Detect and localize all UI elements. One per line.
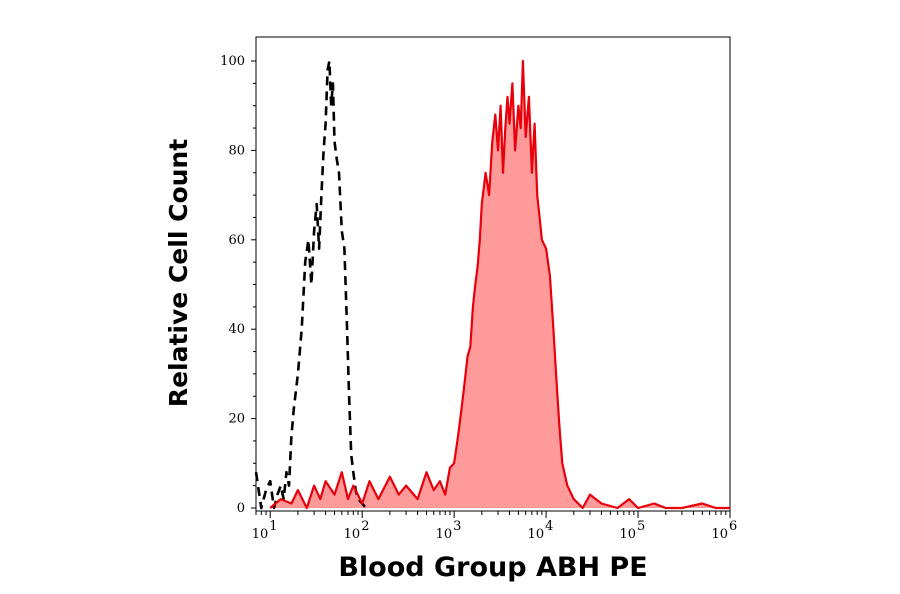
series-1-fill [270,61,730,508]
x-tick-exponent: 6 [729,519,737,534]
y-tick-label: 40 [228,322,245,337]
y-axis: 0 20 40 60 80 100 [220,54,256,516]
x-tick-label: 10 [252,527,269,542]
y-tick-label: 0 [237,501,245,516]
x-tick-exponent: 3 [453,519,461,534]
x-tick-label: 10 [528,527,545,542]
series-0-line [254,59,367,510]
y-tick-label: 20 [228,412,245,427]
x-tick-exponent: 1 [269,519,277,534]
y-tick-label: 100 [220,54,245,69]
series-lines [254,59,730,510]
x-tick-label: 10 [711,527,728,542]
x-axis-label: Blood Group ABH PE [338,552,647,583]
y-tick-label: 60 [228,233,245,248]
x-tick-exponent: 5 [637,519,645,534]
x-tick-exponent: 4 [545,519,553,534]
y-tick-label: 80 [228,143,245,158]
x-tick-label: 10 [344,527,361,542]
plot-frame [255,36,731,512]
y-axis-label: Relative Cell Count [164,139,193,407]
x-tick-label: 10 [620,527,637,542]
x-tick-exponent: 2 [361,519,369,534]
series-fills [270,61,730,508]
series-1-line [269,59,730,510]
x-tick-label: 10 [436,527,453,542]
